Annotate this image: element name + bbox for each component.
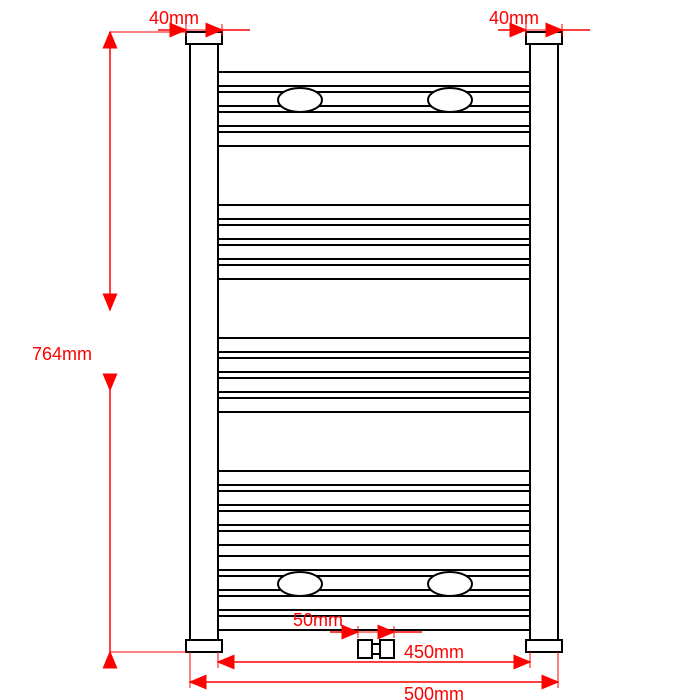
dim-height-label: 764mm xyxy=(32,344,92,364)
svg-text:50mm: 50mm xyxy=(293,610,343,630)
dim-500-label: 500mm xyxy=(404,684,464,700)
svg-text:40mm: 40mm xyxy=(149,8,199,28)
dim-450-label: 450mm xyxy=(404,642,464,662)
radiator-body xyxy=(186,32,562,658)
technical-drawing-svg: 764mm 40mm 40mm 50mm 450mm 500mm xyxy=(0,0,700,700)
drawing-container: 764mm 40mm 40mm 50mm 450mm 500mm xyxy=(0,0,700,700)
svg-text:40mm: 40mm xyxy=(489,8,539,28)
